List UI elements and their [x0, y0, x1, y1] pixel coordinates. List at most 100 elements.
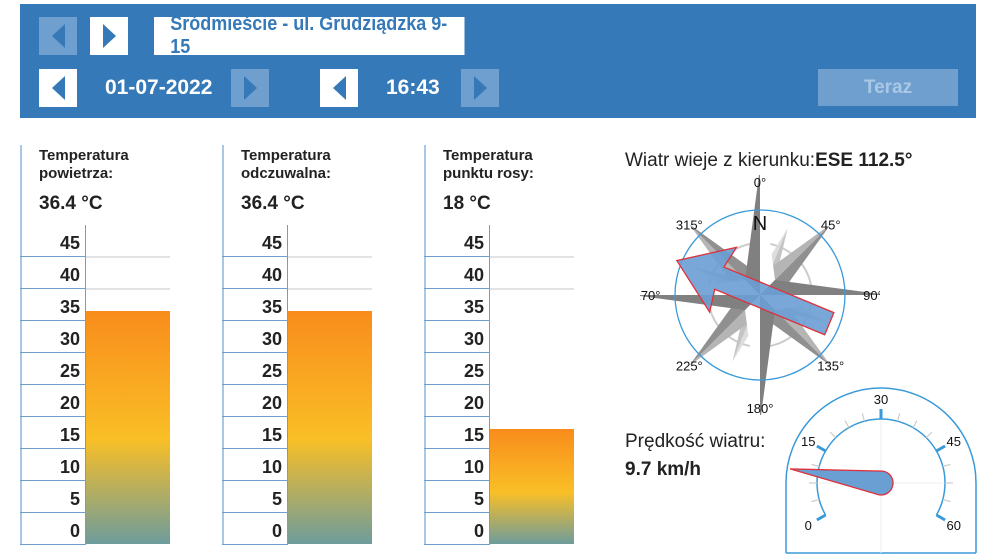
gridline	[86, 256, 170, 258]
scale-tick	[424, 480, 490, 481]
temperature-bar	[86, 311, 170, 544]
scale-tick	[20, 416, 86, 417]
scale-axis	[489, 225, 490, 545]
scale-tick	[20, 448, 86, 449]
scale-label: 15	[261, 425, 282, 445]
wind-direction-arrow	[675, 246, 835, 336]
scale-label: 35	[463, 297, 484, 317]
scale-tick	[20, 352, 86, 353]
scale-tick	[222, 416, 288, 417]
scale-label: 5	[69, 489, 80, 509]
scale-label: 15	[463, 425, 484, 445]
next-station-button[interactable]	[90, 17, 128, 55]
scale-tick	[424, 448, 490, 449]
compass-label: 0°	[754, 175, 766, 190]
prev-time-button[interactable]	[320, 69, 358, 107]
scale-tick	[20, 256, 86, 257]
compass-point-cardinal	[745, 295, 775, 415]
wind-direction-label: Wiatr wieje z kierunku:	[625, 150, 816, 171]
scale-label: 0	[271, 521, 282, 541]
outer-ring	[674, 209, 846, 381]
arrow-right-icon	[473, 76, 487, 100]
station-name: Śródmieście - ul. Grudziądzka 9-15	[170, 13, 448, 58]
scale-label: 45	[59, 233, 80, 253]
scale-tick	[222, 288, 288, 289]
scale-tick	[20, 288, 86, 289]
column-value: 36.4 °C	[39, 193, 103, 214]
scale-tick	[424, 416, 490, 417]
scale-label: 30	[261, 329, 282, 349]
scale-axis	[85, 225, 86, 545]
now-button[interactable]: Teraz	[818, 69, 958, 106]
arrow-right-icon	[243, 76, 257, 100]
scale-label: 15	[59, 425, 80, 445]
compass-label: 45°	[821, 217, 841, 232]
prev-date-button[interactable]	[39, 69, 77, 107]
wind-direction: Wiatr wieje z kierunku:ESE 112.5°	[625, 150, 912, 172]
label-line: punktu rosy:	[443, 165, 534, 182]
gauge-tick	[935, 444, 946, 453]
arrow-left-icon	[51, 24, 65, 48]
gauge-tick	[844, 420, 850, 428]
gauge-needle	[789, 468, 894, 496]
gauge-label: 45	[947, 434, 961, 449]
chevron-down-icon: ⌄	[480, 24, 492, 40]
gridline	[490, 288, 574, 290]
compass-point-cardinal	[745, 175, 775, 295]
label-line: odczuwalna:	[241, 165, 332, 182]
scale-tick	[222, 544, 288, 545]
compass-label: 225°	[676, 359, 703, 374]
column-label: Temperatura punktu rosy:	[443, 147, 534, 183]
north-label: N	[753, 213, 767, 235]
station-select[interactable]: Śródmieście - ul. Grudziądzka 9-15	[154, 13, 465, 58]
scale-label: 10	[261, 457, 282, 477]
gauge-tick	[925, 431, 933, 439]
wind-compass: N 0° 45° 90° 135° 180° 225° 270° 315°	[640, 175, 880, 415]
column-label: Temperatura powietrza:	[39, 147, 129, 183]
scale-tick	[424, 256, 490, 257]
column-value: 36.4 °C	[241, 193, 305, 214]
scale-tick	[222, 352, 288, 353]
gauge-tick	[816, 513, 827, 522]
gauge-label: 60	[947, 518, 961, 533]
gridline	[490, 256, 574, 258]
temperature-bar	[490, 428, 574, 544]
scale-label: 20	[463, 393, 484, 413]
wind-speed-gauge: 0 15 30 45 60	[785, 387, 977, 554]
time-value: 16:43	[386, 76, 440, 99]
scale-tick	[222, 448, 288, 449]
gauge-tick	[816, 444, 827, 453]
scale-label: 20	[261, 393, 282, 413]
gauge-outer-frame	[785, 387, 977, 553]
scale-tick	[20, 512, 86, 513]
compass-point-intercardinal	[760, 224, 831, 295]
scale-label: 30	[463, 329, 484, 349]
scale-label: 25	[463, 361, 484, 381]
scale-tick	[222, 480, 288, 481]
column-label: Temperatura odczuwalna:	[241, 147, 331, 183]
temperature-column: Temperatura odczuwalna: 36.4 °C 45 40 35 30 2…	[222, 145, 422, 545]
scale-tick	[20, 480, 86, 481]
scale-axis	[287, 225, 288, 545]
next-date-button[interactable]	[231, 69, 269, 107]
scale-label: 40	[261, 265, 282, 285]
scale-label: 5	[473, 489, 484, 509]
compass-label: 270°	[640, 288, 660, 303]
prev-station-button[interactable]	[39, 17, 77, 55]
scale-tick	[424, 384, 490, 385]
label-line: Temperatura	[39, 147, 129, 164]
gauge-tick	[942, 498, 951, 503]
scale-tick	[222, 384, 288, 385]
header-panel: Śródmieście - ul. Grudziądzka 9-15 ⌄ 01-…	[20, 4, 976, 118]
scale-label: 45	[463, 233, 484, 253]
scale-label: 40	[463, 265, 484, 285]
compass-label: 315°	[676, 217, 703, 232]
gauge-tick	[896, 413, 901, 422]
gauge-tick	[942, 463, 951, 468]
gauge-label: 0	[805, 518, 812, 533]
scale-tick	[222, 256, 288, 257]
gauge-tick	[811, 463, 820, 468]
scale-label: 20	[59, 393, 80, 413]
scale-label: 25	[261, 361, 282, 381]
next-time-button[interactable]	[461, 69, 499, 107]
